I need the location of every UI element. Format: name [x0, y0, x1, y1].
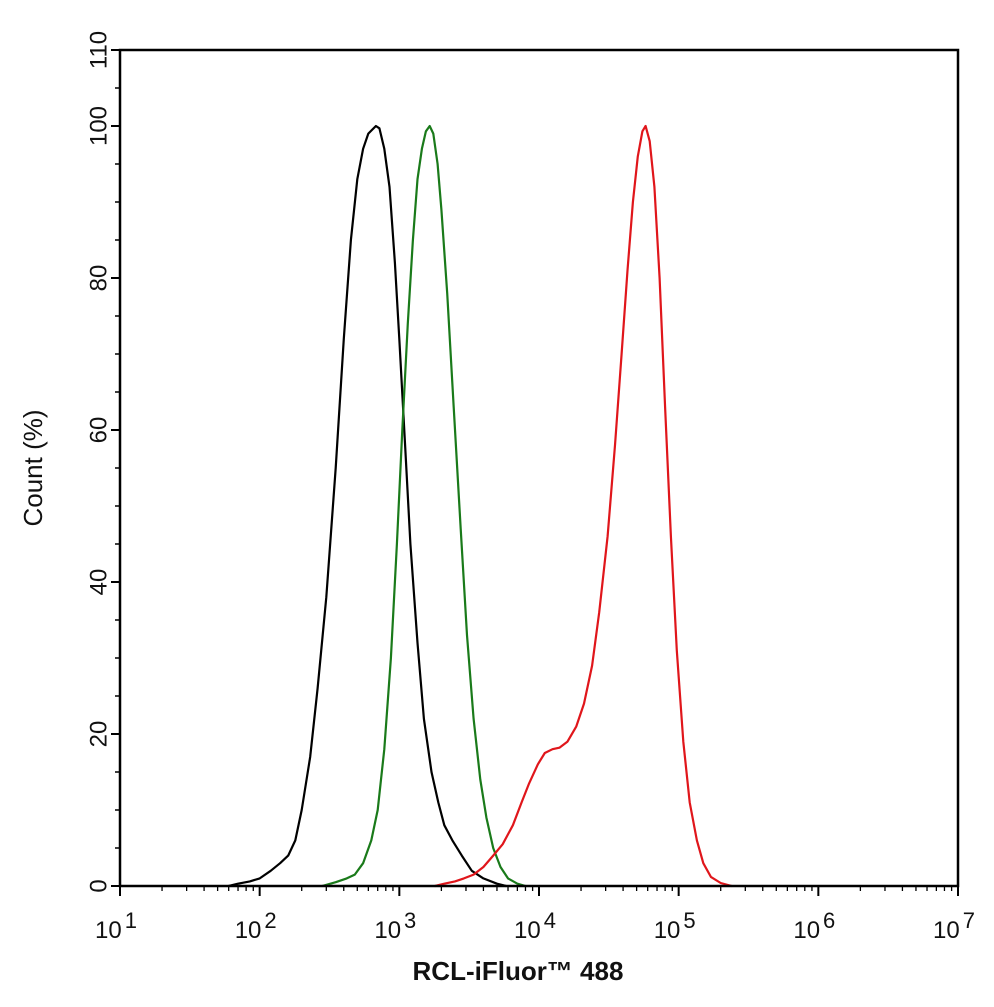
- y-axis: 0 20 40 60 80 100 110: [85, 31, 120, 893]
- x-tick-label: 10 6: [793, 908, 835, 944]
- histogram-curve-2: [321, 124, 527, 888]
- y-tick-label: 100: [85, 106, 112, 146]
- y-tick-label: 0: [85, 879, 112, 892]
- histogram-curve-1: [227, 124, 508, 888]
- y-tick-label: 110: [85, 31, 112, 69]
- x-tick-label: 10 4: [514, 908, 556, 944]
- histogram-curve-3: [433, 124, 733, 888]
- y-tick-label: 80: [85, 265, 112, 292]
- y-tick-label: 40: [85, 569, 112, 596]
- x-tick-label: 10 7: [933, 908, 975, 944]
- x-axis-title: RCL-iFluor™ 488: [413, 956, 624, 986]
- x-tick-label: 10 5: [654, 908, 696, 944]
- y-tick-label: 20: [85, 721, 112, 748]
- y-tick-label: 60: [85, 417, 112, 444]
- x-tick-label: 10 2: [235, 908, 277, 944]
- x-tick-label: 10 3: [374, 908, 416, 944]
- series-group: [227, 124, 733, 888]
- x-axis: 10 1 10 2 10 3 10 4 10 5 10 6 10 7: [95, 886, 975, 944]
- x-tick-label: 10 1: [95, 908, 137, 944]
- y-axis-title: Count (%): [18, 409, 48, 526]
